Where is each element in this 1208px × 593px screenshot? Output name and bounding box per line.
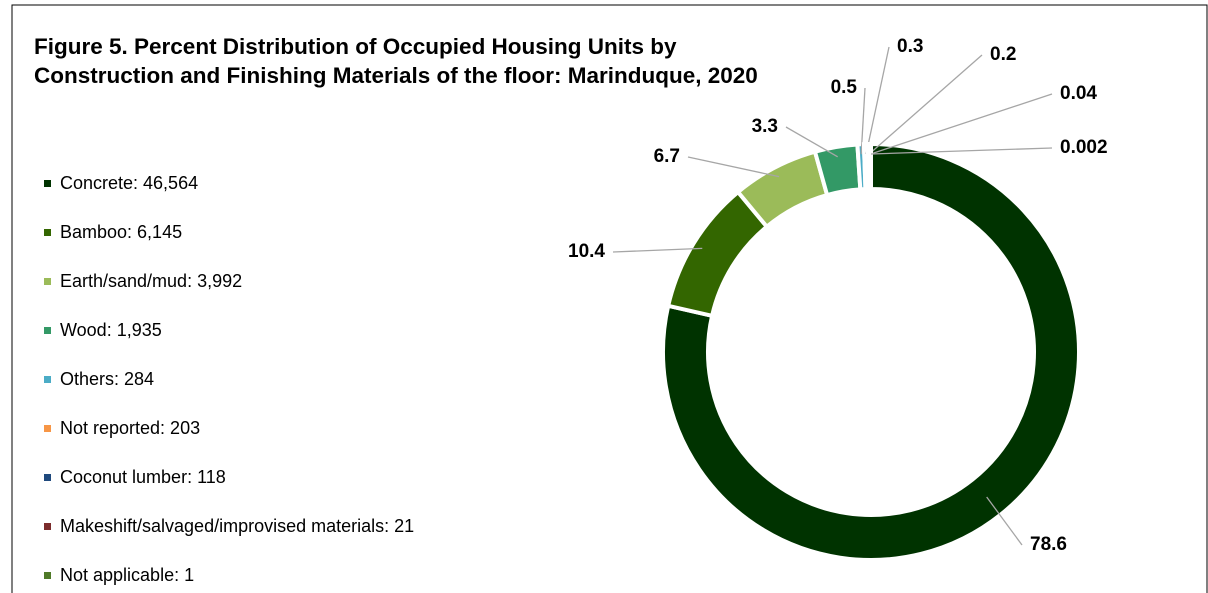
legend-swatch <box>44 327 51 334</box>
legend-label: Wood: 1,935 <box>60 320 162 340</box>
frame <box>11 4 1208 593</box>
legend-label: Concrete: 46,564 <box>60 173 198 193</box>
legend-swatch <box>44 572 51 579</box>
legend-swatch <box>44 474 51 481</box>
legend-label: Not reported: 203 <box>60 418 200 438</box>
legend-label: Not applicable: 1 <box>60 565 194 585</box>
leader-line <box>687 156 780 178</box>
leader-line <box>986 496 1023 546</box>
legend-label: Earth/sand/mud: 3,992 <box>60 271 242 291</box>
legend-label: Bamboo: 6,145 <box>60 222 182 242</box>
leader-line <box>870 93 1053 155</box>
leader-line <box>860 87 866 155</box>
legend-label: Others: 284 <box>60 369 154 389</box>
data-label: 0.04 <box>1060 83 1097 104</box>
leader-line <box>865 46 890 155</box>
leader-line <box>785 126 839 158</box>
legend-swatch <box>44 523 51 530</box>
legend-swatch <box>44 278 51 285</box>
donut-slice <box>661 141 1081 562</box>
leader-line <box>612 247 703 253</box>
data-label: 0.2 <box>990 44 1016 65</box>
leader-line <box>868 54 983 155</box>
legend-swatch <box>44 425 51 432</box>
data-label: 0.3 <box>897 36 923 57</box>
legend-swatch <box>44 376 51 383</box>
data-label: 3.3 <box>752 116 778 137</box>
legend-label: Makeshift/salvaged/improvised materials:… <box>60 516 414 536</box>
data-label: 6.7 <box>654 146 680 167</box>
chart-title: Figure 5. Percent Distribution of Occupi… <box>34 34 758 88</box>
data-label: 0.002 <box>1060 137 1108 158</box>
leader-line <box>870 147 1053 155</box>
legend-swatch <box>44 229 51 236</box>
data-label: 78.6 <box>1030 534 1067 555</box>
data-label: 10.4 <box>568 241 605 262</box>
data-label: 0.5 <box>831 77 858 98</box>
legend-swatch <box>44 180 51 187</box>
legend-label: Coconut lumber: 118 <box>60 467 226 487</box>
